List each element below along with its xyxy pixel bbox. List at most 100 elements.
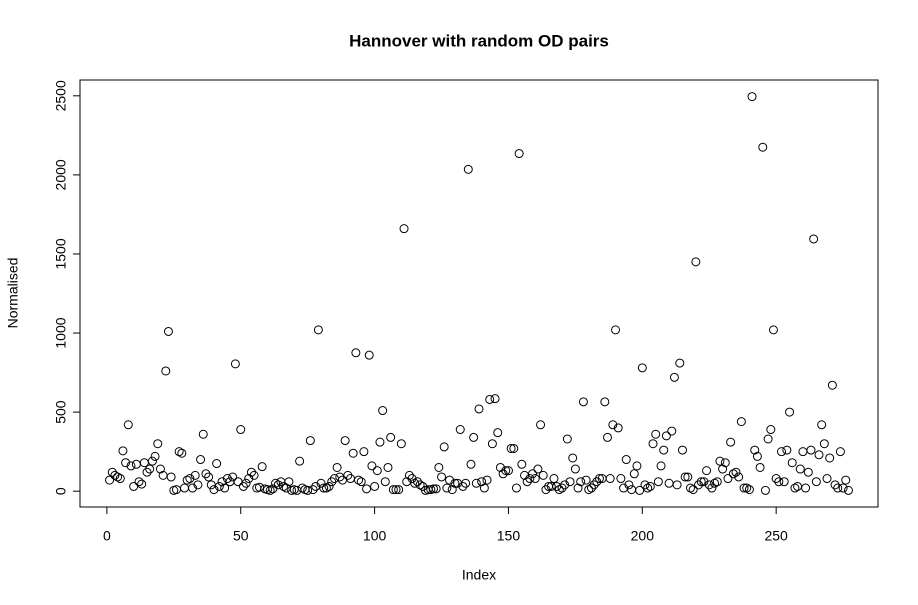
point [445,475,455,485]
point [603,432,613,442]
point [506,443,516,453]
point [297,483,307,493]
point [493,428,503,438]
point [752,451,762,461]
point [198,429,208,439]
point [720,458,730,468]
point [509,443,519,453]
point [833,483,843,493]
point [348,448,358,458]
point [723,474,733,484]
point [758,142,768,152]
point [766,425,776,435]
point [651,429,661,439]
point [565,477,575,487]
point [822,474,832,484]
point [814,450,824,460]
point [731,467,741,477]
point [696,477,706,487]
point [471,478,481,488]
point [632,461,642,471]
point [447,485,457,495]
point [712,477,722,487]
point [220,483,230,493]
point [142,467,152,477]
point [238,481,248,491]
point [439,442,449,452]
point [739,483,749,493]
point [113,472,123,482]
point [485,394,495,404]
point [581,475,591,485]
point [825,453,835,463]
point [230,359,240,369]
point [809,234,819,244]
point [375,437,385,447]
point [736,417,746,427]
point [115,474,125,484]
point [201,469,211,479]
point [726,437,736,447]
x-tick-label: 250 [764,528,788,544]
point [372,466,382,476]
point [827,380,837,390]
point [830,480,840,490]
point [155,464,165,474]
point [817,420,827,430]
point [340,436,350,446]
point [659,445,669,455]
point [653,477,663,487]
point [461,478,471,488]
point [835,447,845,457]
point [271,478,281,488]
point [675,358,685,368]
point [295,456,305,466]
point [648,439,658,449]
point [244,474,254,484]
point [669,372,679,382]
point [284,477,294,487]
point [107,467,117,477]
y-tick-label: 2000 [53,159,69,190]
point [458,481,468,491]
point [482,475,492,485]
point [434,462,444,472]
point [356,477,366,487]
point [190,470,200,480]
point [838,483,848,493]
point [147,456,157,466]
point [305,436,315,446]
point [437,472,447,482]
point [734,472,744,482]
point [161,366,171,376]
point [364,350,374,360]
point [600,397,610,407]
point [517,459,527,469]
point [742,483,752,493]
point [573,483,583,493]
point [137,479,147,489]
point [760,485,770,495]
point [611,325,621,335]
point [343,470,353,480]
point [246,467,256,477]
point [704,480,714,490]
point [118,446,128,456]
point [410,478,420,488]
point [380,477,390,487]
point [546,481,556,491]
point [222,474,232,484]
point [525,474,535,484]
point [803,467,813,477]
point [616,474,626,484]
point [568,453,578,463]
point [308,485,318,495]
point [629,469,639,479]
point [645,481,655,491]
point [174,447,184,457]
point [557,483,567,493]
point [257,462,267,472]
point [694,480,704,490]
point [549,474,559,484]
